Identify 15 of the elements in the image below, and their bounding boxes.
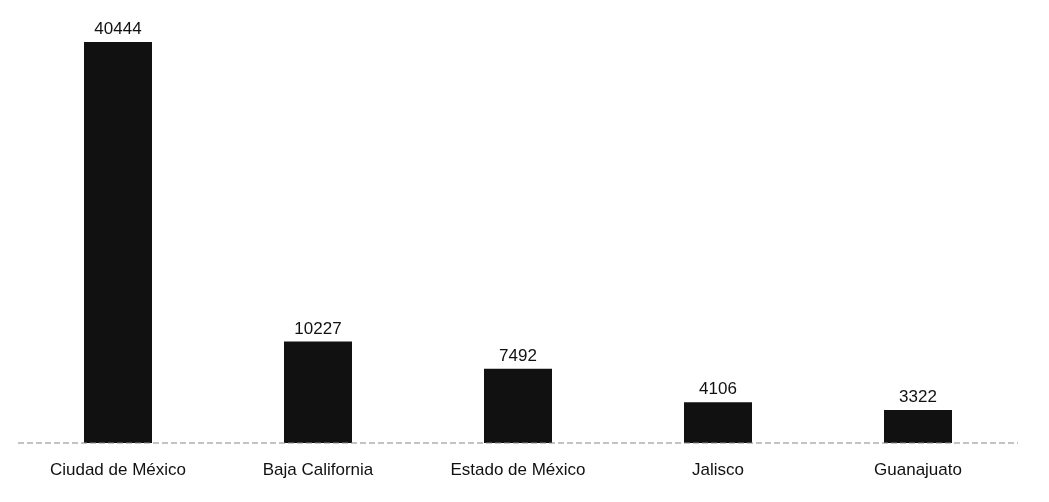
- data-label: 40444: [94, 19, 142, 38]
- bar: [684, 402, 752, 443]
- bar: [84, 42, 152, 443]
- x-tick-label: Estado de México: [450, 460, 586, 480]
- bar: [284, 341, 352, 443]
- bar: [484, 368, 552, 443]
- x-tick-label: Jalisco: [692, 460, 744, 480]
- data-label: 4106: [699, 379, 737, 399]
- data-label: 7492: [499, 345, 537, 365]
- x-tick-label: Baja California: [262, 460, 374, 480]
- data-label: 10227: [294, 318, 342, 338]
- bar: [884, 410, 952, 443]
- x-tick-label: Guanajuato: [874, 460, 962, 480]
- data-label: 3322: [899, 387, 937, 407]
- x-tick-label: Ciudad de México: [49, 460, 187, 480]
